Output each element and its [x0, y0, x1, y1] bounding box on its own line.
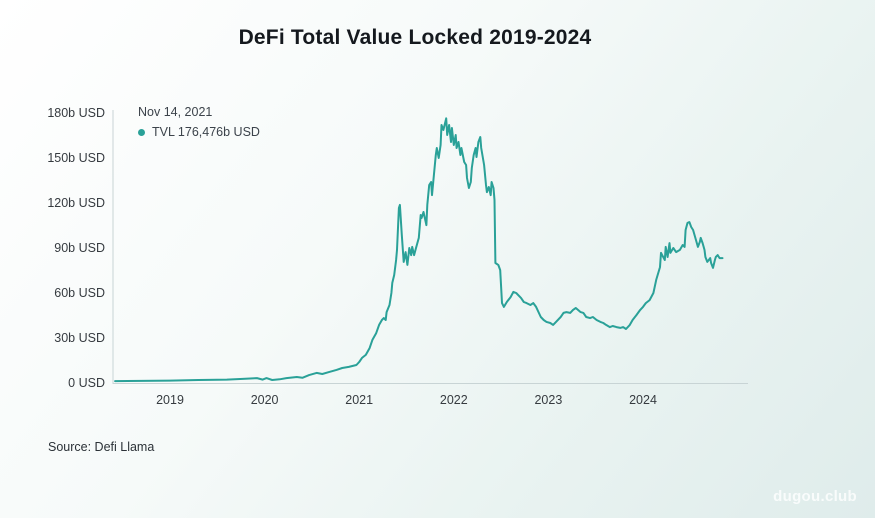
y-tick-label: 180b USD: [47, 106, 105, 120]
x-tick-label: 2020: [250, 393, 279, 407]
series-marker-dot-icon: [138, 128, 145, 136]
x-tick-label: 2022: [439, 393, 468, 407]
tooltip-date: Nov 14, 2021: [138, 105, 213, 119]
x-tick-label: 2019: [156, 393, 184, 407]
chart-title: DeFi Total Value Locked 2019-2024: [238, 26, 592, 49]
source-caption: Source: Defi Llama: [48, 440, 155, 454]
y-tick-label: 120b USD: [47, 196, 105, 210]
x-tick-label: 2023: [534, 393, 563, 407]
tooltip-value: TVL 176,476b USD: [152, 125, 260, 139]
y-tick-label: 0 USD: [68, 376, 105, 390]
y-tick-label: 150b USD: [47, 151, 105, 165]
y-tick-label: 30b USD: [54, 331, 105, 345]
x-tick-label: 2024: [629, 393, 657, 407]
y-tick-label: 90b USD: [54, 241, 105, 255]
hover-tooltip: Nov 14, 2021 TVL 176,476b USD: [138, 105, 260, 139]
tvl-series-line: [114, 117, 724, 383]
x-tick-label: 2021: [345, 393, 374, 407]
y-tick-label: 60b USD: [54, 286, 105, 300]
tooltip-series-row: TVL 176,476b USD: [138, 125, 260, 139]
axis-lines: [112, 110, 748, 384]
watermark: dugou.club: [773, 488, 857, 505]
